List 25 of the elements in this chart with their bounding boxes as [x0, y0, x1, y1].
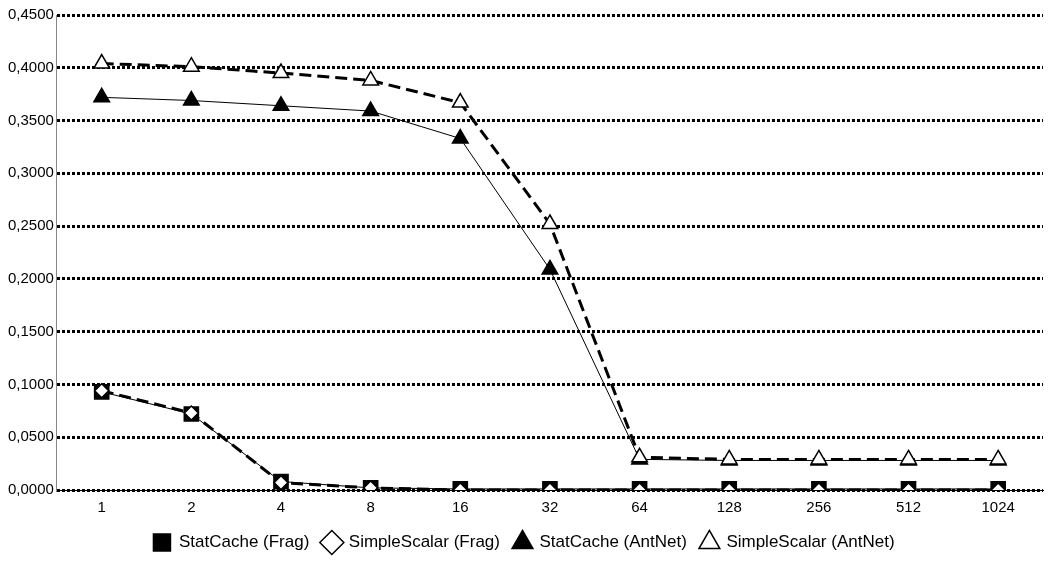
x-tick-label: 2 [187, 498, 196, 516]
legend-label: StatCache (AntNet) [539, 532, 687, 552]
y-tick-label: 0,0000 [7, 480, 54, 498]
y-tick-label: 0,4000 [7, 57, 54, 75]
legend-label: StatCache (Frag) [178, 532, 310, 552]
legend-label: SimpleScalar (Frag) [348, 532, 500, 552]
x-tick-label: 1 [97, 498, 106, 516]
legend-label: SimpleScalar (AntNet) [726, 532, 895, 552]
y-tick-label: 0,3000 [7, 163, 54, 181]
y-tick-label: 0,4500 [7, 5, 54, 23]
x-tick-label: 16 [451, 498, 469, 516]
x-tick-label: 256 [806, 498, 832, 516]
x-tick-label: 64 [631, 498, 648, 516]
y-tick-label: 0,1000 [7, 374, 54, 392]
x-tick-label: 32 [541, 498, 559, 516]
x-tick-label: 4 [276, 498, 286, 516]
x-tick-label: 128 [716, 498, 742, 516]
y-tick-label: 0,0500 [7, 427, 54, 445]
x-tick-label: 1024 [981, 498, 1015, 516]
y-tick-label: 0,1500 [7, 321, 54, 339]
x-tick-label: 8 [366, 498, 375, 516]
x-tick-label: 512 [896, 498, 922, 516]
y-tick-label: 0,2500 [7, 216, 54, 234]
y-tick-label: 0,3500 [7, 110, 54, 128]
y-tick-label: 0,2000 [7, 269, 54, 287]
